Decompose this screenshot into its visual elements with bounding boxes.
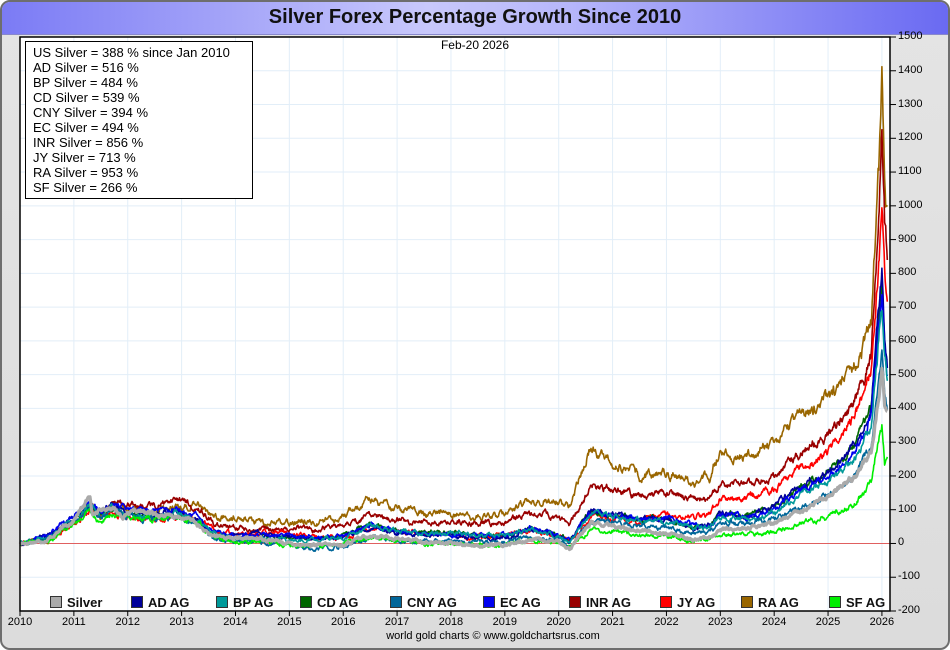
legend-label: Silver [67, 595, 103, 610]
legend-item-cd-ag: CD AG [300, 595, 358, 610]
y-tick-label: 1000 [898, 198, 923, 211]
legend-swatch [216, 596, 228, 608]
y-tick-label: 1100 [898, 165, 922, 178]
x-tick-label: 2016 [330, 616, 356, 628]
title-bar: Silver Forex Percentage Growth Since 201… [2, 2, 948, 35]
legend-label: JY AG [677, 595, 716, 610]
x-tick-label: 2011 [62, 616, 86, 628]
stats-line-ec: EC Silver = 494 % [33, 120, 139, 135]
legend-label: CD AG [317, 595, 359, 610]
stats-line-cny: CNY Silver = 394 % [33, 105, 149, 120]
x-tick-label: 2014 [223, 616, 248, 628]
series-line-silver [18, 366, 889, 552]
plot-border [19, 36, 891, 612]
legend-label: BP AG [233, 595, 274, 610]
stats-line-us: US Silver = 388 % since Jan 2010 [33, 45, 230, 60]
x-tick-label: 2021 [600, 616, 625, 628]
y-tick-label: 0 [898, 536, 905, 549]
chart-title: Silver Forex Percentage Growth Since 201… [268, 6, 682, 28]
x-tick-label: 2022 [654, 616, 679, 628]
stats-line-jy: JY Silver = 713 % [33, 150, 136, 165]
tick-marks [19, 36, 896, 616]
series-line-cny-ag [19, 349, 889, 552]
legend-label: SF AG [846, 595, 886, 610]
legend-swatch [829, 596, 841, 608]
x-tick-label: 2017 [384, 616, 410, 628]
legend-swatch [741, 596, 753, 608]
stats-line-inr: INR Silver = 856 % [33, 135, 144, 150]
legend-item-jy-ag: JY AG [660, 595, 715, 610]
x-tick-label: 2019 [492, 616, 518, 628]
stats-box: US Silver = 388 % since Jan 2010 AD Silv… [25, 41, 253, 199]
y-tick-label: 800 [898, 266, 917, 279]
series-line-ec-ag [19, 294, 889, 546]
series-line-inr-ag [19, 128, 889, 547]
stats-line-cd: CD Silver = 539 % [33, 90, 140, 105]
legend-label: INR AG [586, 595, 632, 610]
legend-item-bp-ag: BP AG [216, 595, 273, 610]
legend-item-ec-ag: EC AG [483, 595, 541, 610]
legend-swatch [390, 596, 402, 608]
y-tick-label: 900 [898, 232, 917, 245]
y-tick-label: 100 [898, 502, 917, 515]
legend-swatch [131, 596, 143, 608]
legend-swatch [483, 596, 495, 608]
legend-label: AD AG [148, 595, 190, 610]
legend-swatch [660, 596, 672, 608]
y-tick-label: 700 [898, 300, 917, 313]
x-tick-label: 2015 [277, 616, 302, 628]
legend-item-sf-ag: SF AG [829, 595, 885, 610]
credit-text: world gold charts © www.goldchartsrus.co… [386, 630, 600, 642]
date-label: Feb-20 2026 [440, 38, 510, 52]
y-tick-label: 400 [898, 401, 917, 414]
y-tick-label: 500 [898, 367, 917, 380]
legend-swatch [300, 596, 312, 608]
y-tick-label: 1400 [898, 63, 923, 76]
legend-item-ra-ag: RA AG [741, 595, 799, 610]
x-tick-label: 2013 [169, 616, 194, 628]
legend-item-inr-ag: INR AG [569, 595, 631, 610]
legend-item-ad-ag: AD AG [131, 595, 189, 610]
x-tick-label: 2018 [438, 616, 464, 628]
legend-label: RA AG [758, 595, 799, 610]
x-tick-label: 2023 [708, 616, 733, 628]
y-tick-label: 300 [898, 435, 917, 448]
x-tick-label: 2020 [546, 616, 571, 628]
x-tick-label: 2010 [7, 616, 33, 628]
legend-item-cny-ag: CNY AG [390, 595, 457, 610]
stats-line-ra: RA Silver = 953 % [33, 165, 139, 180]
x-tick-label: 2025 [815, 616, 841, 628]
stats-line-sf: SF Silver = 266 % [33, 180, 138, 195]
y-tick-label: 200 [898, 468, 917, 481]
legend-item-silver: Silver [50, 595, 102, 610]
series-layer [18, 65, 889, 552]
x-tick-label: 2026 [869, 616, 895, 628]
x-tick-label: 2024 [761, 616, 787, 628]
legend-swatch [50, 596, 62, 608]
stats-line-ad: AD Silver = 516 % [33, 60, 139, 75]
x-tick-label: 2012 [115, 616, 140, 628]
legend-swatch [569, 596, 581, 608]
legend-label: EC AG [500, 595, 541, 610]
stats-line-bp: BP Silver = 484 % [33, 75, 138, 90]
legend-label: CNY AG [407, 595, 457, 610]
y-tick-label: 600 [898, 333, 917, 346]
y-tick-label: 1200 [898, 131, 923, 144]
y-tick-label: -200 [898, 604, 921, 616]
y-tick-label: 1500 [898, 30, 923, 42]
y-tick-label: 1300 [898, 97, 923, 110]
y-tick-label: -100 [898, 570, 921, 583]
